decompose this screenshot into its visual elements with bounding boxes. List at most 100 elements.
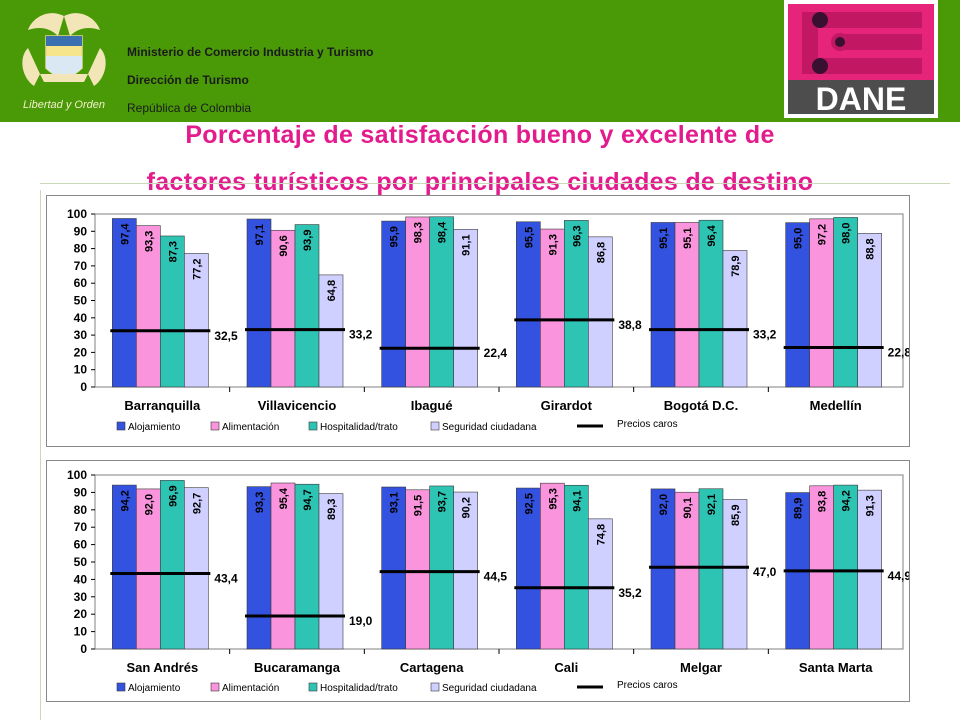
category-label: Villavicencio [258,398,337,413]
bar-data-label: 93,3 [143,231,155,252]
bar-data-label: 95,3 [547,488,559,509]
y-tick-label: 80 [74,242,88,256]
precios-caros-label: 33,2 [349,328,373,342]
category-label: Cartagena [400,660,464,675]
y-tick-label: 30 [74,590,88,604]
precios-caros-label: 32,5 [214,329,238,343]
bar-data-label: 96,3 [571,225,583,246]
bar-alimentacion-san-andres [136,488,161,650]
bar-data-label: 91,5 [413,495,425,516]
y-tick-label: 0 [80,642,87,656]
y-tick-label: 10 [74,625,88,639]
bar-data-label: 96,4 [706,224,718,246]
bar-hospitalidad-trato-bogota-d-c [698,219,724,388]
org-line-direction: Dirección de Turismo [127,73,249,87]
bar-hospitalidad-trato-santa-marta [833,484,858,650]
bar-data-label: 94,7 [302,489,314,510]
legend-swatch-seguridad-ciudadana [430,421,440,431]
bar-hospitalidad-trato-barranquilla [160,235,185,388]
precios-caros-label: 33,2 [753,328,777,342]
bar-data-label: 92,0 [658,494,670,515]
bar-data-label: 89,3 [326,499,338,520]
bar-seguridad-ciudadana-cali [588,518,613,650]
legend-swatch-hospitalidad-trato [308,682,318,692]
precios-caros-label: 44,5 [484,570,508,584]
bar-data-label: 95,5 [523,227,535,248]
bar-data-label: 90,6 [278,235,290,256]
bar-data-label: 97,2 [817,224,829,245]
legend-swatch-hospitalidad-trato [308,421,318,431]
precios-caros-label: 44,9 [888,569,909,583]
y-tick-label: 60 [74,276,88,290]
legend-label: Hospitalidad/trato [320,683,398,694]
bar-alojamiento-bogota-d-c [650,222,676,388]
bar-data-label: 95,1 [682,227,694,248]
bar-data-label: 92,0 [143,494,155,515]
bar-seguridad-ciudadana-medellin [857,233,882,388]
bar-data-label: 85,9 [730,505,742,526]
bar-data-label: 96,9 [167,485,179,506]
bar-data-label: 98,3 [413,222,425,243]
bar-alimentacion-cali [540,482,565,650]
y-tick-label: 60 [74,538,88,552]
legend-label: Alojamiento [128,683,181,694]
bar-alimentacion-bucaramanga [270,482,296,650]
y-tick-label: 80 [74,503,88,517]
bar-alimentacion-medellin [809,218,834,388]
chart-2-svg: 0 10 20 30 40 50 60 70 80 90 100 94,2 92,0 96,9 92,7 43… [67,468,911,694]
bar-data-label: 87,3 [167,241,179,262]
bar-data-label: 74,8 [595,524,607,545]
bar-alimentacion-girardot [540,228,565,388]
plot-area [94,213,904,388]
bar-alojamiento-san-andres [112,484,137,650]
precios-caros-label: 35,2 [618,586,642,600]
bar-data-label: 91,1 [461,234,473,255]
bar-data-label: 92,1 [706,494,718,515]
legend-label: Alimentación [222,422,279,433]
bar-data-label: 95,9 [389,226,401,247]
bar-data-label: 92,5 [523,493,535,514]
bar-data-label: 93,9 [302,230,314,251]
y-tick-label: 70 [74,520,88,534]
bar-data-label: 98,4 [437,221,449,243]
bar-seguridad-ciudadana-melgar [722,499,748,650]
bar-data-label: 91,3 [547,234,559,255]
bar-data-label: 92,7 [191,493,203,514]
category-label: Girardot [541,398,593,413]
bar-data-label: 93,1 [389,492,401,513]
plot-area [94,474,904,650]
bar-seguridad-ciudadana-girardot [588,236,613,388]
bar-seguridad-ciudadana-ibague [453,229,478,388]
org-line-ministry: Ministerio de Comercio Industria y Turis… [127,45,374,59]
bar-alojamiento-melgar [650,488,676,650]
chart-panel-2: 0 10 20 30 40 50 60 70 80 90 100 94,2 92,0 96,9 92,7 43… [46,460,911,702]
bar-data-label: 93,7 [437,491,449,512]
bar-data-label: 94,2 [119,490,131,511]
bar-hospitalidad-trato-villavicencio [294,224,320,388]
precios-caros-label: 38,8 [618,318,642,332]
precios-caros-label: 43,4 [214,571,238,585]
bar-alimentacion-cartagena [405,489,430,650]
coat-of-arms-icon: Libertad y Orden [22,13,106,111]
category-label: Santa Marta [799,660,873,675]
page-title-line2: factores turísticos por principales ciud… [146,168,814,196]
bar-data-label: 89,9 [793,498,805,519]
chart-1-svg: 0 10 20 30 40 50 60 70 80 90 100 97,4 93,3 87,3 77,2 32… [67,207,911,433]
bar-alojamiento-cartagena [381,486,406,650]
bar-hospitalidad-trato-san-andres [160,480,185,650]
bar-hospitalidad-trato-cali [564,484,589,650]
legend-swatch-alojamiento [116,682,126,692]
y-tick-label: 40 [74,572,88,586]
bar-data-label: 95,1 [658,227,670,248]
bar-hospitalidad-trato-bucaramanga [294,483,320,650]
category-label: Medellín [810,398,862,413]
precios-caros-label: 19,0 [349,614,373,628]
org-line-country: República de Colombia [127,101,252,115]
precios-caros-label: 22,4 [484,346,508,360]
bar-hospitalidad-trato-melgar [698,488,724,650]
left-rule [40,190,41,720]
bar-data-label: 95,4 [278,487,290,509]
legend-label: Hospitalidad/trato [320,422,398,433]
dane-logo-text: DANE [816,81,907,117]
legend-swatch-alojamiento [116,421,126,431]
